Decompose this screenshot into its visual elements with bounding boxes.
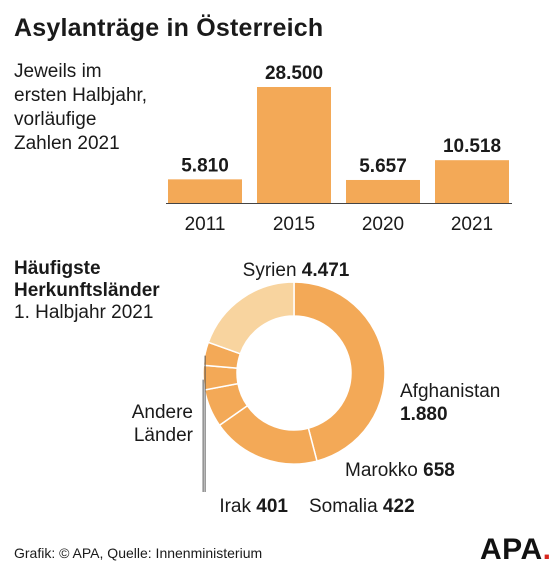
bar-category-label: 2011: [185, 214, 226, 235]
bar-category-label: 2021: [451, 214, 493, 235]
bar-2015: [257, 87, 331, 203]
label-somalia-name: Somalia: [309, 496, 378, 517]
label-syrien: Syrien 4.471: [243, 260, 350, 281]
label-somalia-value: 422: [378, 496, 415, 517]
donut-heading-subtitle: 1. Halbjahr 2021: [14, 302, 154, 323]
label-marokko-value: 658: [418, 460, 455, 481]
source-credit: Grafik: © APA, Quelle: Innenministerium: [14, 545, 263, 561]
bar-value-label: 10.518: [443, 136, 501, 157]
label-afghanistan-name: Afghanistan: [400, 381, 500, 402]
bar-2021: [435, 160, 509, 203]
label-irak-value: 401: [251, 496, 288, 517]
label-andere: Andere: [132, 402, 193, 423]
bar-2020: [346, 179, 420, 203]
bar-2011: [168, 179, 242, 203]
donut-heading: Häufigste Herkunftsländer 1. Halbjahr 20…: [14, 258, 160, 324]
bar-value-label: 5.657: [359, 156, 407, 177]
label-irak-name: Irak: [219, 496, 251, 517]
bar-value-label: 5.810: [181, 155, 229, 176]
bar-value-label: 28.500: [265, 63, 323, 84]
label-syrien-value: 4.471: [297, 260, 350, 281]
chart-title: Asylanträge in Österreich: [14, 14, 324, 42]
label-irak: Irak 401: [219, 496, 288, 517]
label-laender: Länder: [134, 425, 194, 446]
label-somalia: Somalia 422: [309, 496, 415, 517]
chart-subtitle: Jeweils im ersten Halbjahr, vorläufige Z…: [14, 61, 148, 154]
donut-slice-andere-länder: [207, 281, 295, 355]
donut-heading-title: Häufigste Herkunftsländer: [14, 258, 160, 301]
bar-category-label: 2015: [273, 214, 315, 235]
bar-category-label: 2020: [362, 214, 404, 235]
donut-slice-syrien: [293, 281, 386, 462]
apa-logo: APA.: [480, 533, 552, 566]
label-afghanistan-value: 1.880: [400, 404, 448, 425]
label-marokko: Marokko 658: [345, 460, 455, 481]
label-marokko-name: Marokko: [345, 460, 418, 481]
label-syrien-name: Syrien: [243, 260, 297, 281]
